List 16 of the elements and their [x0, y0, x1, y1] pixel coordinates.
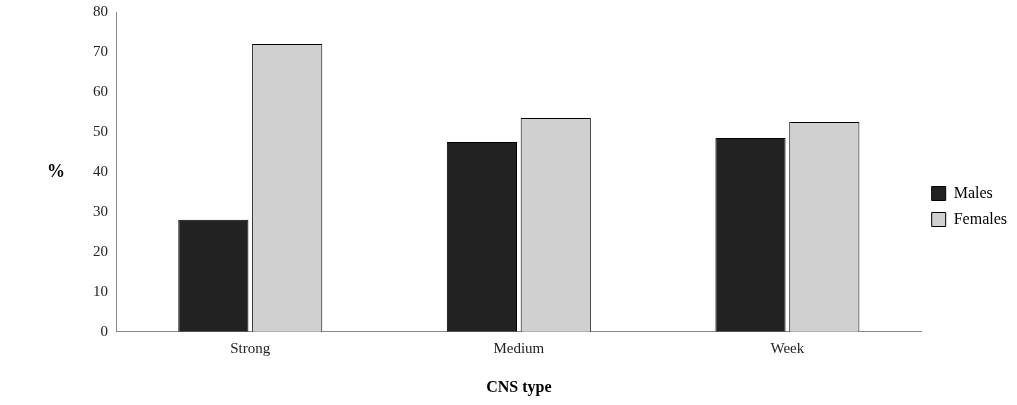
y-tick-label: 60 — [93, 82, 108, 99]
y-tick-label: 40 — [93, 162, 108, 179]
y-tick-label: 10 — [93, 282, 108, 299]
y-tick-label: 30 — [93, 202, 108, 219]
x-tick-label: Week — [770, 339, 805, 356]
y-tick-label: 70 — [93, 42, 108, 59]
x-axis-title: CNS type — [486, 377, 552, 396]
y-tick-label: 0 — [100, 322, 108, 339]
y-tick-label: 20 — [93, 242, 108, 259]
x-tick-label: Strong — [230, 339, 271, 356]
y-tick-label: 80 — [93, 2, 108, 19]
x-tick-label: Medium — [493, 339, 545, 356]
legend-label: Females — [953, 209, 1008, 227]
legend-label: Males — [953, 183, 993, 201]
y-axis-title: % — [47, 160, 65, 181]
y-tick-label: 50 — [93, 122, 108, 139]
